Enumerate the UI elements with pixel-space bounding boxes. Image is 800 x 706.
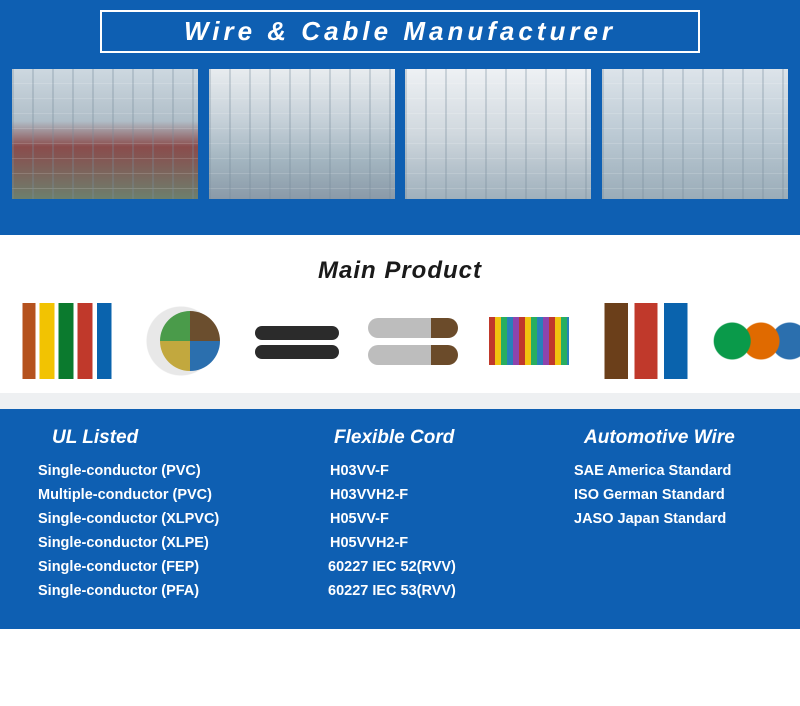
product-thumb-5 [476,303,582,379]
category-item: H03VV-F [294,459,526,483]
category-item: H05VVH2-F [294,531,526,555]
category-item: Multiple-conductor (PVC) [38,483,246,507]
category-item: Single-conductor (XLPVC) [38,507,246,531]
category-col-automotive-wire: Automotive Wire SAE America Standard ISO… [560,427,800,603]
product-thumb-1 [12,303,118,379]
factory-image-2 [209,69,395,199]
factory-image-row [0,53,800,219]
factory-image-1 [12,69,198,199]
category-item: 60227 IEC 52(RVV) [294,555,526,579]
category-item: JASO Japan Standard [574,507,786,531]
main-product-title: Main Product [0,257,800,285]
category-item: Single-conductor (XLPE) [38,531,246,555]
categories-section: UL Listed Single-conductor (PVC) Multipl… [0,409,800,629]
category-item: Single-conductor (PVC) [38,459,246,483]
factory-image-3 [405,69,591,199]
category-item: 60227 IEC 53(RVV) [294,579,526,603]
category-item: ISO German Standard [574,483,786,507]
section-divider [0,393,800,409]
factory-image-4 [602,69,788,199]
product-thumb-4 [360,303,466,379]
category-col-flexible-cord: Flexible Cord H03VV-F H03VVH2-F H05VV-F … [280,427,540,603]
main-product-section: Main Product [0,235,800,393]
category-title: Flexible Cord [294,427,526,449]
category-item: Single-conductor (FEP) [38,555,246,579]
product-thumb-2 [128,303,234,379]
category-item: H03VVH2-F [294,483,526,507]
product-thumb-6 [592,303,698,379]
product-thumb-3 [244,303,350,379]
category-item: SAE America Standard [574,459,786,483]
banner-section: Wire & Cable Manufacturer [0,0,800,235]
product-row [0,303,800,393]
product-thumb-7 [708,303,800,379]
banner-title: Wire & Cable Manufacturer [100,10,700,53]
category-item: H05VV-F [294,507,526,531]
category-item: Single-conductor (PFA) [38,579,246,603]
category-title: UL Listed [38,427,246,449]
category-title: Automotive Wire [574,427,786,449]
category-col-ul-listed: UL Listed Single-conductor (PVC) Multipl… [0,427,260,603]
